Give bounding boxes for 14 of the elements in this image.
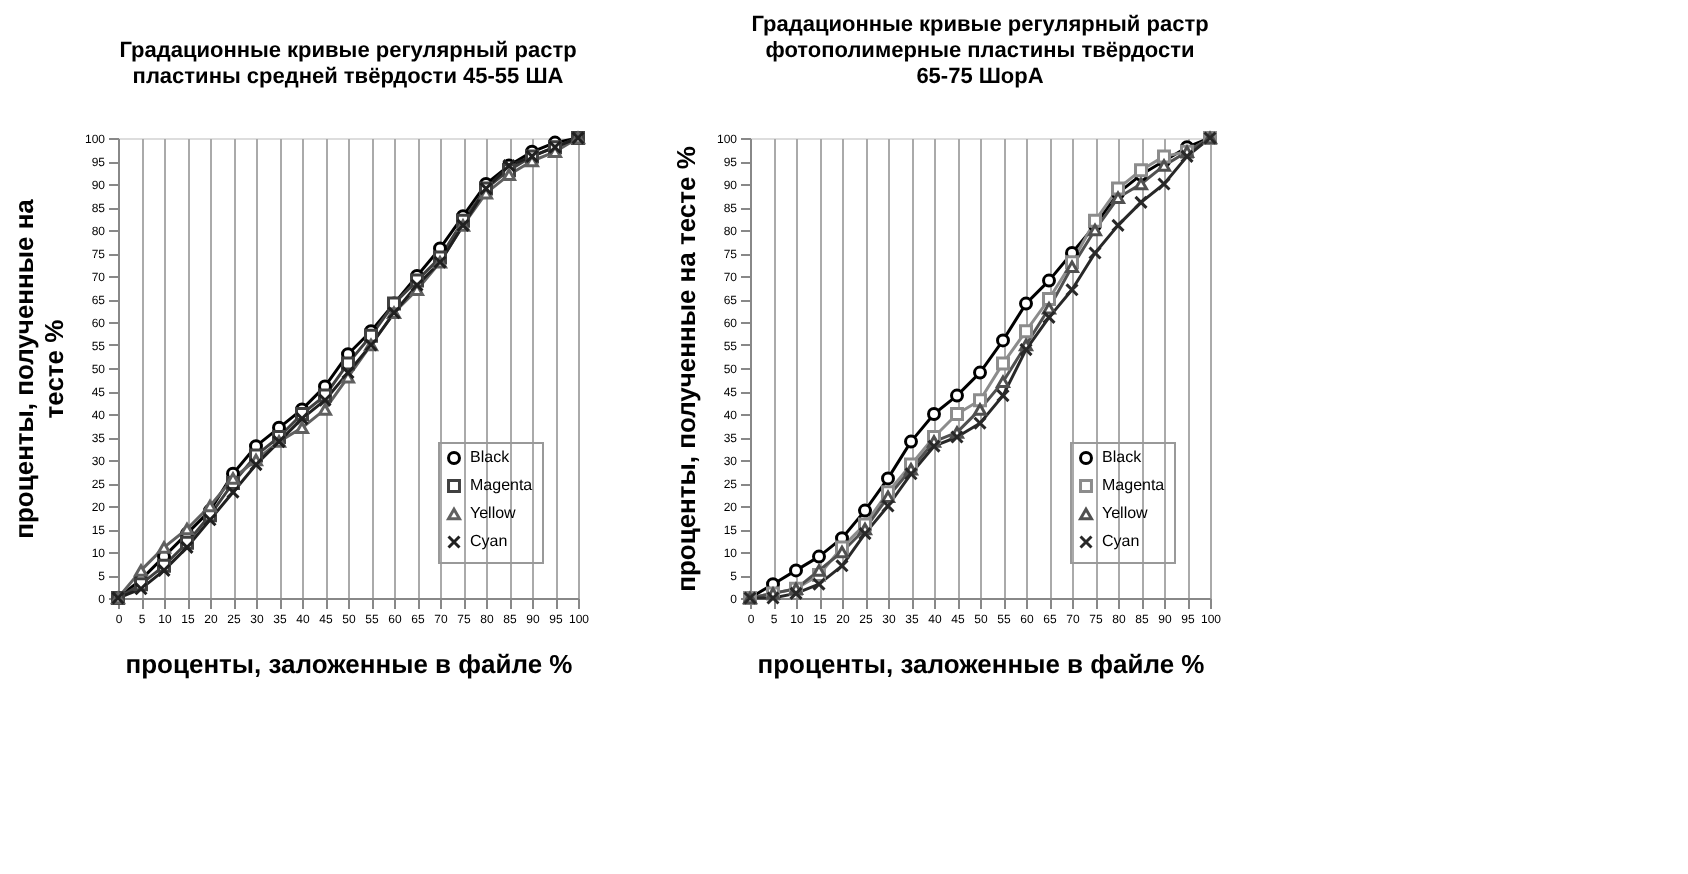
- legend-label: Magenta: [1102, 476, 1166, 494]
- x-axis-title: проценты, заложенные в файле %: [757, 649, 1206, 679]
- legend-label: Cyan: [470, 532, 508, 550]
- legend-label: Black: [1102, 448, 1144, 466]
- legend-label: Magenta: [470, 476, 534, 494]
- legend-label: Cyan: [1102, 532, 1140, 550]
- legend-label: Black: [470, 448, 512, 466]
- x-axis-title: проценты, заложенные в файле %: [125, 649, 574, 679]
- chart-title: Градационные кривые регулярный растр фотополимерные пластины твёрдости 65-75 ШорА: [751, 12, 1210, 89]
- legend-label: Yellow: [470, 504, 517, 522]
- chart-title: Градационные кривые регулярный растр пластины средней твёрдости 45-55 ШA: [119, 38, 578, 89]
- legend-label: Yellow: [1102, 504, 1149, 522]
- y-axis-title: проценты, полученные на тесте %: [670, 145, 701, 592]
- y-axis-title: проценты, полученные на тесте %: [8, 197, 69, 539]
